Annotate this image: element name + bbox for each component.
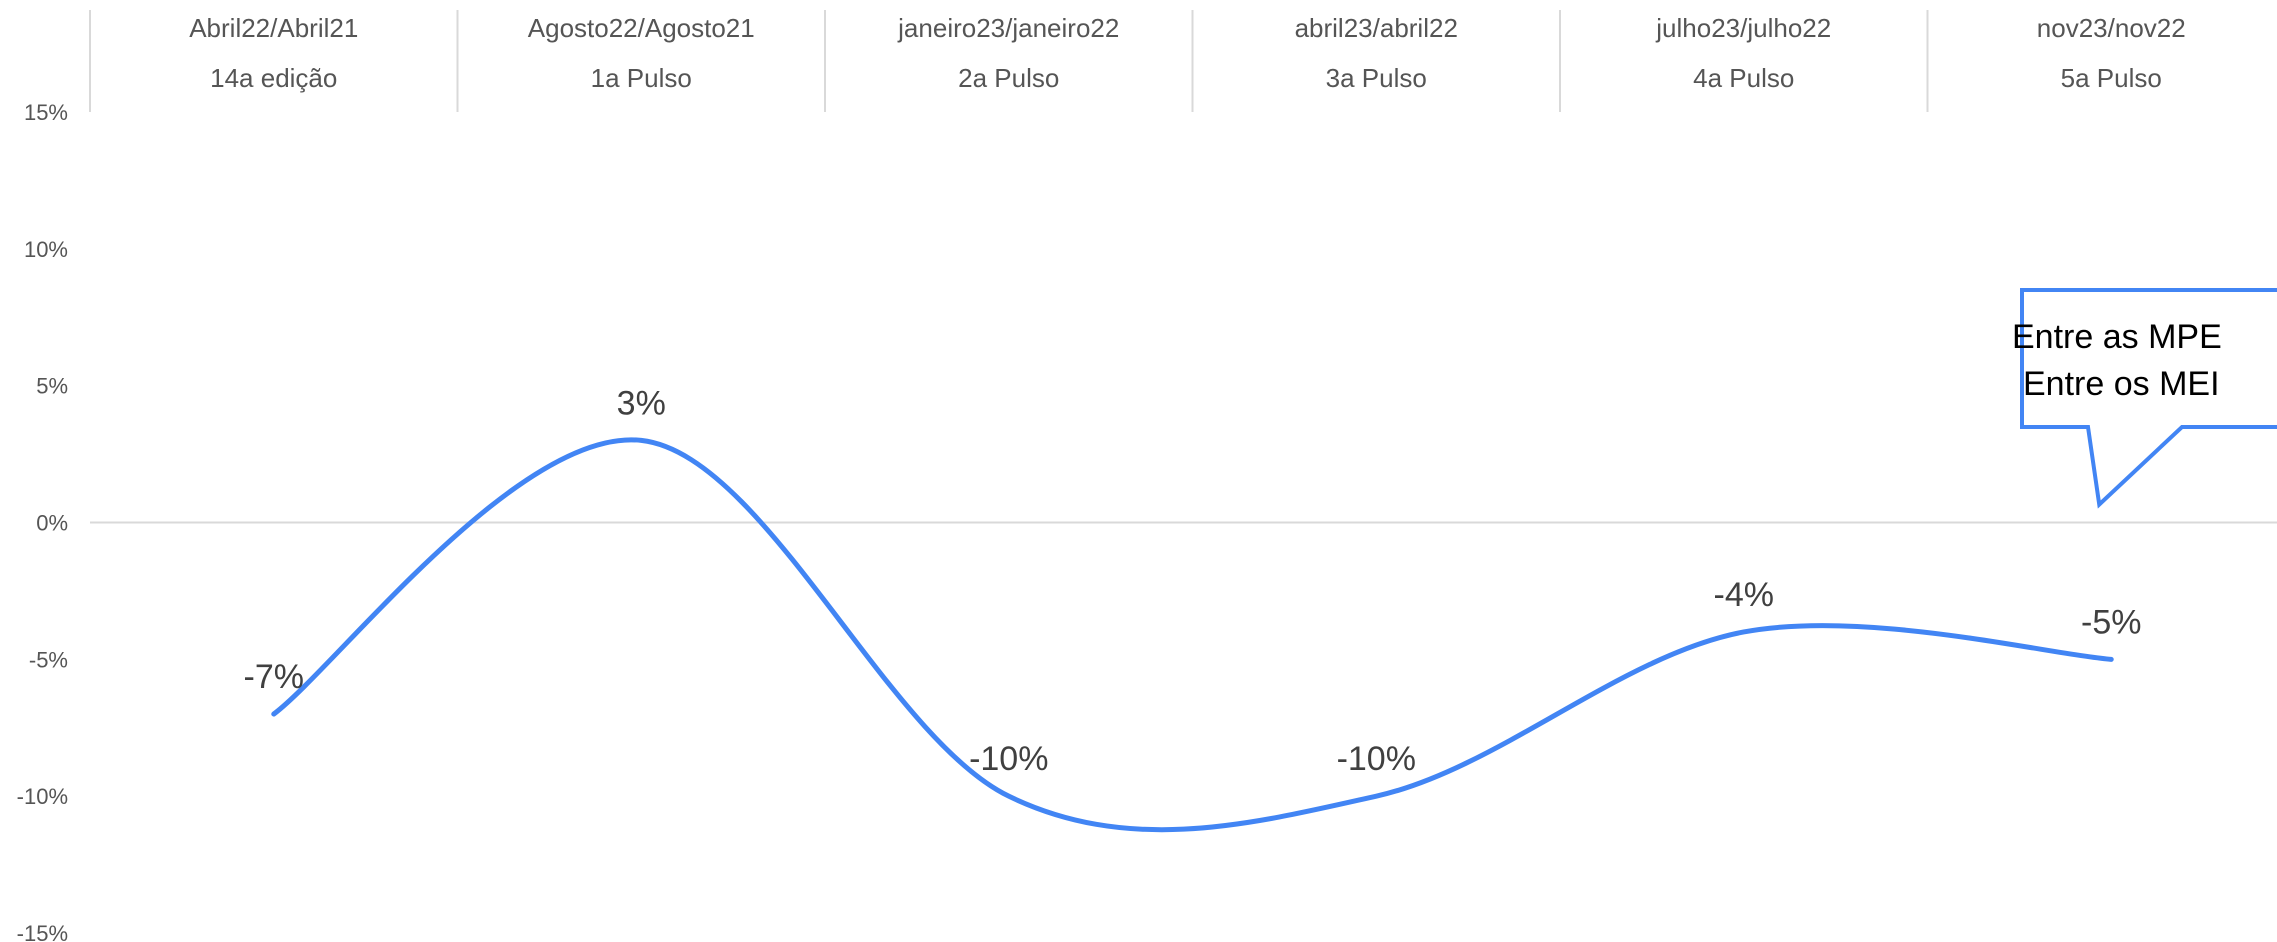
- category-period-label: abril23/abril22: [1295, 13, 1458, 43]
- category-period-label: julho23/julho22: [1655, 13, 1831, 43]
- category-edition-label: 14a edição: [210, 63, 337, 93]
- callout: Entre as MPE Entre os MEI: [2012, 288, 2277, 509]
- series-line: [271, 437, 2114, 833]
- category-period-label: janeiro23/janeiro22: [897, 13, 1119, 43]
- y-tick-label: -5%: [29, 647, 68, 672]
- data-label: -7%: [244, 658, 304, 696]
- data-label: -4%: [1714, 576, 1774, 614]
- y-tick-label: -15%: [17, 921, 68, 942]
- category-edition-label: 3a Pulso: [1326, 63, 1427, 93]
- category-edition-label: 2a Pulso: [958, 63, 1059, 93]
- data-label: -10%: [1337, 740, 1416, 778]
- category-edition-label: 5a Pulso: [2061, 63, 2162, 93]
- category-header: Abril22/Abril21 14a edição Agosto22/Agosto…: [89, 10, 2186, 112]
- callout-box: [2020, 288, 2277, 509]
- callout-line-2: Entre os MEI: [2023, 365, 2220, 403]
- data-labels: -7% 3% -10% -10% -4% -5%: [244, 384, 2142, 778]
- category-edition-label: 1a Pulso: [591, 63, 692, 93]
- category-edition-label: 4a Pulso: [1693, 63, 1794, 93]
- data-label: -5%: [2081, 603, 2141, 641]
- data-label: 3%: [617, 384, 666, 422]
- y-tick-label: 5%: [36, 374, 68, 399]
- y-tick-label: -10%: [17, 784, 68, 809]
- callout-line-1: Entre as MPE: [2012, 318, 2222, 356]
- y-tick-label: 15%: [24, 100, 68, 125]
- category-period-label: Abril22/Abril21: [189, 13, 358, 43]
- y-axis: 15% 10% 5% 0% -5% -10% -15%: [17, 100, 68, 942]
- data-label: -10%: [969, 740, 1048, 778]
- category-period-label: Agosto22/Agosto21: [528, 13, 755, 43]
- y-tick-label: 10%: [24, 237, 68, 262]
- y-tick-label: 0%: [36, 511, 68, 536]
- category-period-label: nov23/nov22: [2037, 13, 2186, 43]
